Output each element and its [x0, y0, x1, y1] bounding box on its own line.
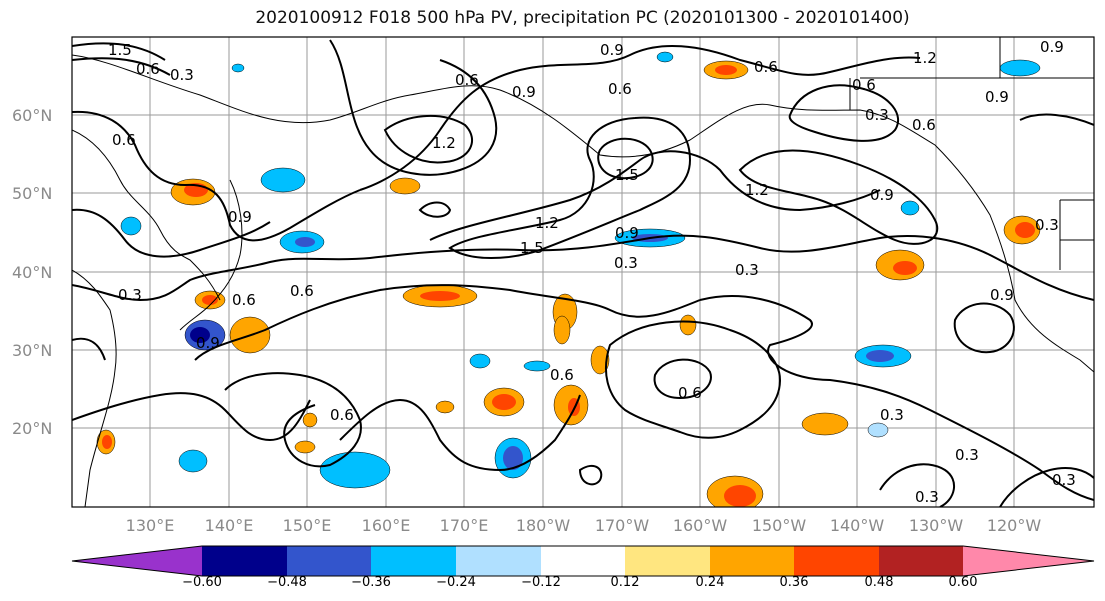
colorbar-outline	[71, 545, 1095, 577]
lon-label: 140°E	[205, 516, 254, 535]
colorbar-tick-label: 0.60	[949, 575, 978, 590]
contour-label: 0.3	[735, 261, 759, 279]
contour-label: 0.9	[196, 334, 220, 352]
lon-label: 150°E	[283, 516, 332, 535]
lon-label: 140°W	[830, 516, 885, 535]
precip-shading	[96, 51, 1041, 507]
contour-label: 0.9	[985, 88, 1009, 106]
lon-label: 130°W	[909, 516, 964, 535]
lat-label: 60°N	[12, 106, 52, 125]
colorbar-segment	[371, 546, 456, 576]
colorbar-segment	[72, 546, 202, 576]
colorbar-segment	[625, 546, 710, 576]
lon-label: 160°E	[362, 516, 411, 535]
contour-labels: 1.5 0.6 0.3 0.6 0.9 1.2 0.9 0.6 0.9 0.6 …	[108, 38, 1076, 506]
contour-label: 0.3	[880, 406, 904, 424]
colorbar-segment	[710, 546, 794, 576]
lat-label: 50°N	[12, 184, 52, 203]
colorbar-segment	[541, 546, 625, 576]
contour-label: 0.9	[1040, 38, 1064, 56]
colorbar-segment	[456, 546, 541, 576]
longitude-labels: 130°E 140°E 150°E 160°E 170°E 180°W 170°…	[126, 516, 1042, 535]
lon-label: 130°E	[126, 516, 175, 535]
contour-label: 0.6	[754, 58, 778, 76]
contour-label: 0.6	[455, 71, 479, 89]
lon-label: 170°W	[595, 516, 650, 535]
contour-label: 0.6	[608, 80, 632, 98]
contour-label: 0.9	[228, 208, 252, 226]
latitude-labels: 60°N 50°N 40°N 30°N 20°N	[12, 106, 52, 438]
contour-label: 0.3	[1035, 216, 1059, 234]
contour-label: 0.9	[600, 41, 624, 59]
colorbar-tick-label: −0.48	[267, 575, 307, 590]
contour-label: 1.2	[535, 214, 559, 232]
contour-label: 0.9	[512, 83, 536, 101]
lon-label: 120°W	[987, 516, 1042, 535]
colorbar	[71, 545, 1095, 577]
lon-label: 160°W	[673, 516, 728, 535]
contour-label: 0.3	[118, 286, 142, 304]
colorbar-tick-labels: −0.60 −0.48 −0.36 −0.24 −0.12 0.12 0.24 …	[182, 575, 977, 590]
contour-label: 1.5	[108, 41, 132, 59]
contour-label: 0.3	[915, 488, 939, 506]
colorbar-tick-label: 0.48	[865, 575, 894, 590]
lon-label: 180°W	[516, 516, 571, 535]
colorbar-segment	[879, 546, 963, 576]
lat-label: 30°N	[12, 341, 52, 360]
contour-label: 0.6	[678, 384, 702, 402]
lon-label: 150°W	[752, 516, 807, 535]
contour-label: 0.9	[615, 224, 639, 242]
contour-label: 1.5	[520, 239, 544, 257]
lat-label: 40°N	[12, 263, 52, 282]
contour-label: 1.5	[615, 166, 639, 184]
colorbar-tick-label: 0.24	[696, 575, 725, 590]
gridlines	[72, 37, 1094, 507]
contour-label: 0.3	[865, 106, 889, 124]
colorbar-tick-label: −0.24	[436, 575, 476, 590]
colorbar-segment	[794, 546, 879, 576]
contour-label: 0.6	[852, 76, 876, 94]
contour-label: 0.6	[136, 60, 160, 78]
lon-label: 170°E	[440, 516, 489, 535]
contour-label: 1.2	[432, 134, 456, 152]
contour-label: 1.2	[745, 181, 769, 199]
pv-contours	[72, 39, 1094, 507]
contour-label: 0.3	[614, 254, 638, 272]
lat-label: 20°N	[12, 419, 52, 438]
contour-label: 0.6	[550, 366, 574, 384]
colorbar-tick-label: 0.36	[780, 575, 809, 590]
colorbar-tick-label: −0.36	[351, 575, 391, 590]
colorbar-segment	[963, 546, 1094, 576]
contour-label: 0.3	[170, 66, 194, 84]
contour-label: 0.3	[1052, 471, 1076, 489]
contour-label: 1.2	[913, 49, 937, 67]
contour-label: 0.6	[290, 282, 314, 300]
colorbar-tick-label: 0.12	[611, 575, 640, 590]
contour-label: 0.6	[232, 291, 256, 309]
colorbar-segment	[202, 546, 287, 576]
contour-label: 0.6	[330, 406, 354, 424]
contour-label: 0.9	[990, 286, 1014, 304]
colorbar-segment	[287, 546, 371, 576]
contour-label: 0.6	[912, 116, 936, 134]
contour-label: 0.3	[955, 446, 979, 464]
contour-label: 0.9	[870, 186, 894, 204]
colorbar-tick-label: −0.60	[182, 575, 222, 590]
contour-label: 0.6	[112, 131, 136, 149]
plot-frame	[71, 36, 1095, 508]
map-title: 2020100912 F018 500 hPa PV, precipitatio…	[255, 8, 910, 28]
colorbar-tick-label: −0.12	[521, 575, 561, 590]
